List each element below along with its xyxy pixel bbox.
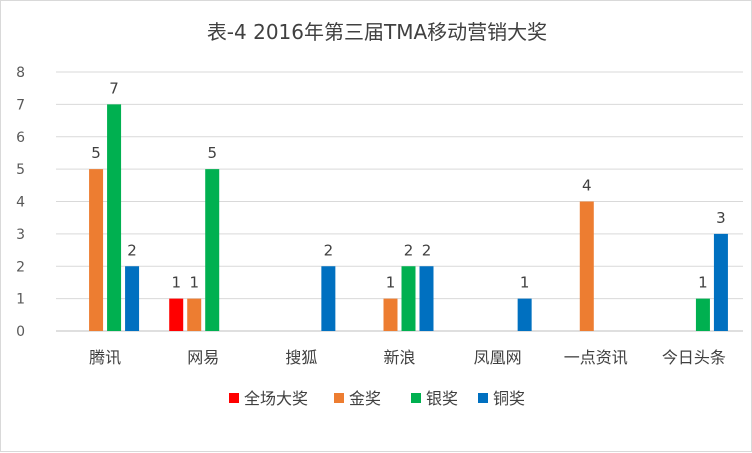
- bar: [205, 169, 220, 331]
- bar: [107, 104, 122, 331]
- x-tick-label: 一点资讯: [564, 348, 628, 367]
- data-label: 1: [520, 274, 530, 292]
- bar: [713, 233, 728, 331]
- legend-label: 铜奖: [493, 389, 525, 408]
- gridlines: [56, 71, 743, 332]
- y-tick-label: 3: [16, 227, 25, 243]
- legend-swatch: [229, 393, 239, 403]
- bar: [89, 169, 104, 331]
- data-label: 7: [109, 79, 119, 97]
- bar: [579, 201, 594, 331]
- x-tick-label: 新浪: [383, 348, 415, 367]
- y-tick-label: 8: [16, 65, 25, 81]
- legend: 全场大奖 金奖 银奖 铜奖: [229, 389, 525, 408]
- x-axis-tick-labels: 腾讯 网易 搜狐 新浪 凤凰网 一点资讯 今日头条: [89, 348, 726, 367]
- bar: [321, 266, 336, 331]
- bar: [517, 298, 532, 331]
- bars: [89, 104, 728, 331]
- x-tick-label: 搜狐: [285, 348, 317, 367]
- legend-swatch: [334, 393, 344, 403]
- bar: [695, 298, 710, 331]
- y-tick-label: 5: [16, 162, 25, 178]
- legend-label: 金奖: [349, 389, 381, 408]
- x-tick-label: 凤凰网: [474, 348, 522, 367]
- bar: [125, 266, 140, 331]
- x-tick-label: 今日头条: [662, 348, 726, 367]
- data-label: 1: [189, 274, 199, 292]
- legend-swatch: [478, 393, 488, 403]
- data-label: 2: [404, 241, 414, 259]
- data-label: 4: [582, 177, 592, 195]
- y-tick-label: 4: [16, 195, 25, 211]
- legend-label: 全场大奖: [244, 389, 308, 408]
- data-label: 2: [324, 241, 334, 259]
- y-tick-label: 7: [16, 97, 25, 113]
- y-tick-label: 2: [16, 259, 25, 275]
- data-label: 1: [171, 274, 181, 292]
- bar: [419, 266, 434, 331]
- data-label: 5: [91, 144, 101, 162]
- data-label: 1: [386, 274, 396, 292]
- y-tick-label: 1: [16, 292, 25, 308]
- x-tick-label: 网易: [187, 348, 219, 367]
- legend-swatch: [411, 393, 421, 403]
- chart-title: 表-4 2016年第三届TMA移动营销大奖: [207, 20, 547, 44]
- bar: [401, 266, 416, 331]
- y-tick-label: 0: [16, 324, 25, 340]
- y-axis-tick-labels: 0 1 2 3 4 5 6 7 8: [16, 65, 25, 340]
- data-label: 3: [716, 209, 726, 227]
- bar: [383, 298, 398, 331]
- legend-label: 银奖: [426, 389, 458, 408]
- bar: [169, 298, 184, 331]
- data-label: 1: [698, 274, 708, 292]
- data-label: 2: [422, 241, 432, 259]
- x-tick-label: 腾讯: [89, 348, 121, 367]
- y-tick-label: 6: [16, 130, 25, 146]
- bar: [187, 298, 202, 331]
- data-label: 5: [207, 144, 217, 162]
- data-label: 2: [127, 241, 137, 259]
